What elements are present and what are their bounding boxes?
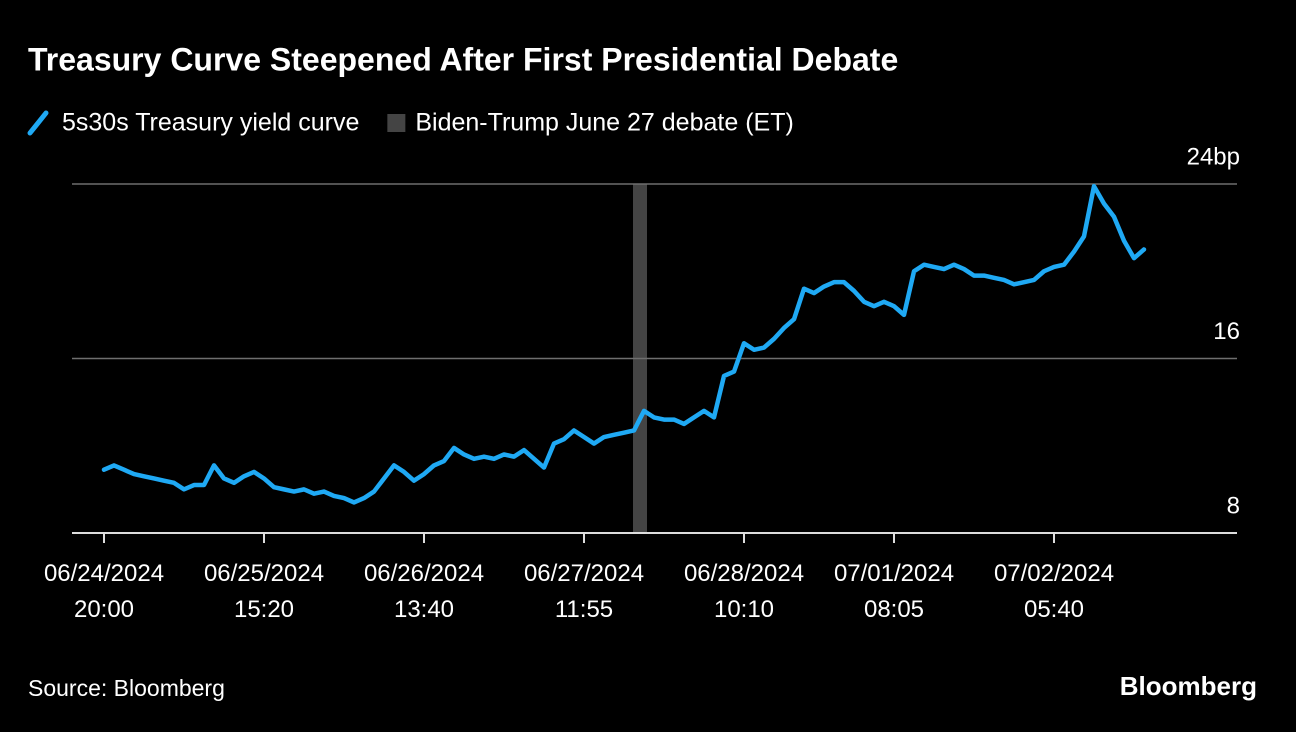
line-series [101,183,1147,505]
chart-title: Treasury Curve Steepened After First Pre… [28,41,898,77]
legend-label: 5s30s Treasury yield curve [62,109,359,137]
y-tick-label: 8 [1227,492,1240,519]
x-tick-label: 07/02/2024 05:40 [993,560,1115,623]
x-tick-label: 06/28/2024 10:10 [683,560,805,623]
x-tick-label: 07/01/2024 08:05 [833,560,955,623]
legend-swatch [387,114,406,132]
y-tick-label: 24bp [1187,143,1240,170]
legend-swatch [27,110,49,136]
x-tick-label: 06/25/2024 15:20 [203,560,325,623]
y-tick-label: 16 [1213,318,1240,345]
legend-label: Biden-Trump June 27 debate (ET) [415,109,793,137]
x-tick-label: 06/24/2024 20:00 [43,560,165,623]
source: Source: Bloomberg [28,675,225,701]
brand-logo: Bloomberg [1120,671,1257,701]
x-tick-label: 06/27/2024 11:55 [523,560,645,623]
x-tick-label: 06/26/2024 13:40 [363,560,485,623]
